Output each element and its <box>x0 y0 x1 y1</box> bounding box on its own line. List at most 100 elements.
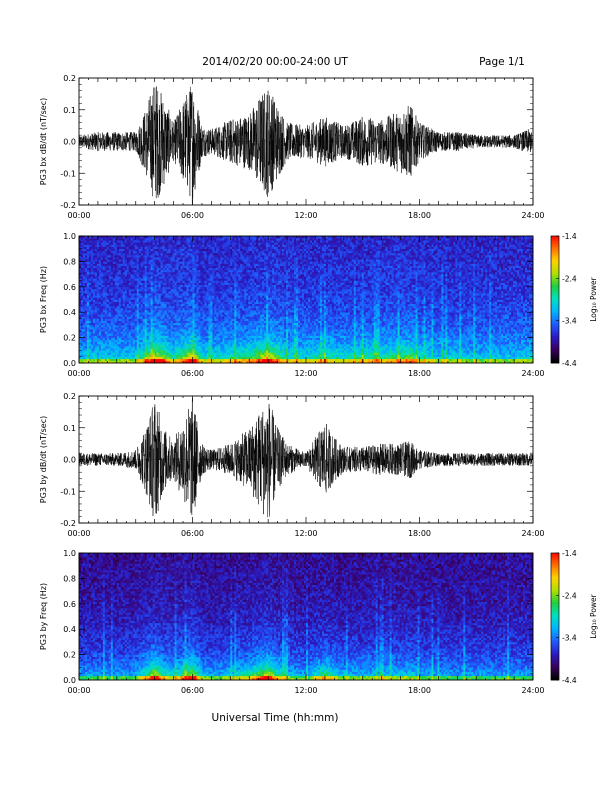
heatmap-cell <box>105 340 107 342</box>
heatmap-cell <box>218 259 220 261</box>
heatmap-cell <box>91 302 93 304</box>
heatmap-cell <box>214 306 216 308</box>
heatmap-cell <box>153 314 155 316</box>
heatmap-cell <box>85 278 87 280</box>
heatmap-cell <box>123 238 125 240</box>
heatmap-cell <box>220 306 222 308</box>
heatmap-cell <box>232 325 234 327</box>
heatmap-cell <box>191 295 193 297</box>
heatmap-cell <box>91 312 93 314</box>
heatmap-cell <box>196 270 198 272</box>
heatmap-cell <box>105 238 107 240</box>
heatmap-cell <box>135 287 137 289</box>
heatmap-cell <box>202 314 204 316</box>
heatmap-cell <box>167 359 169 361</box>
heatmap-cell <box>202 249 204 251</box>
heatmap-cell <box>153 297 155 299</box>
heatmap-cell <box>177 264 179 266</box>
heatmap-cell <box>137 249 139 251</box>
heatmap-cell <box>224 240 226 242</box>
heatmap-cell <box>99 276 101 278</box>
heatmap-cell <box>230 280 232 282</box>
heatmap-cell <box>193 285 195 287</box>
heatmap-cell <box>187 238 189 240</box>
heatmap-cell <box>222 316 224 318</box>
heatmap-cell <box>109 357 111 359</box>
heatmap-cell <box>125 327 127 329</box>
heatmap-cell <box>137 346 139 348</box>
heatmap-cell <box>200 342 202 344</box>
heatmap-cell <box>230 259 232 261</box>
heatmap-cell <box>169 357 171 359</box>
figure: 2014/02/20 00:00-24:00 UT Page 1/1 0.20.… <box>0 0 612 792</box>
heatmap-cell <box>129 333 131 335</box>
heatmap-cell <box>113 319 115 321</box>
heatmap-cell <box>208 350 210 352</box>
heatmap-cell <box>216 329 218 331</box>
heatmap-cell <box>101 342 103 344</box>
heatmap-cell <box>214 270 216 272</box>
heatmap-cell <box>159 329 161 331</box>
heatmap-cell <box>226 287 228 289</box>
heatmap-cell <box>133 257 135 259</box>
heatmap-cell <box>183 251 185 253</box>
heatmap-cell <box>193 266 195 268</box>
heatmap-cell <box>171 314 173 316</box>
heatmap-cell <box>202 295 204 297</box>
heatmap-cell <box>109 323 111 325</box>
heatmap-cell <box>99 335 101 337</box>
heatmap-cell <box>123 255 125 257</box>
heatmap-cell <box>151 276 153 278</box>
heatmap-cell <box>212 346 214 348</box>
heatmap-cell <box>159 289 161 291</box>
heatmap-cell <box>153 272 155 274</box>
heatmap-cell <box>208 329 210 331</box>
heatmap-cell <box>202 350 204 352</box>
heatmap-cell <box>133 314 135 316</box>
heatmap-cell <box>175 253 177 255</box>
heatmap-cell <box>185 342 187 344</box>
heatmap-cell <box>216 344 218 346</box>
heatmap-cell <box>163 350 165 352</box>
heatmap-cell <box>151 338 153 340</box>
heatmap-cell <box>226 325 228 327</box>
heatmap-cell <box>214 251 216 253</box>
heatmap-cell <box>226 247 228 249</box>
y-tick-label: 0.0 <box>63 138 76 147</box>
heatmap-cell <box>177 357 179 359</box>
heatmap-cell <box>173 287 175 289</box>
heatmap-cell <box>141 350 143 352</box>
heatmap-cell <box>95 291 97 293</box>
heatmap-cell <box>208 340 210 342</box>
heatmap-cell <box>115 283 117 285</box>
heatmap-cell <box>210 329 212 331</box>
heatmap-cell <box>145 329 147 331</box>
heatmap-cell <box>113 295 115 297</box>
heatmap-cell <box>85 259 87 261</box>
heatmap-cell <box>109 261 111 263</box>
heatmap-cell <box>137 340 139 342</box>
heatmap-cell <box>204 293 206 295</box>
heatmap-cell <box>226 346 228 348</box>
heatmap-cell <box>198 283 200 285</box>
heatmap-cell <box>165 249 167 251</box>
heatmap-cell <box>191 242 193 244</box>
heatmap-cell <box>113 306 115 308</box>
heatmap-cell <box>218 297 220 299</box>
heatmap-cell <box>121 308 123 310</box>
heatmap-cell <box>216 261 218 263</box>
heatmap-cell <box>202 259 204 261</box>
heatmap-cell <box>151 289 153 291</box>
heatmap-cell <box>131 338 133 340</box>
heatmap-cell <box>89 325 91 327</box>
heatmap-cell <box>185 268 187 270</box>
heatmap-cell <box>107 244 109 246</box>
heatmap-cell <box>171 240 173 242</box>
heatmap-cell <box>131 285 133 287</box>
heatmap-cell <box>230 257 232 259</box>
heatmap-cell <box>147 321 149 323</box>
heatmap-cell <box>121 280 123 282</box>
heatmap-cell <box>157 255 159 257</box>
heatmap-cell <box>165 278 167 280</box>
heatmap-cell <box>228 310 230 312</box>
